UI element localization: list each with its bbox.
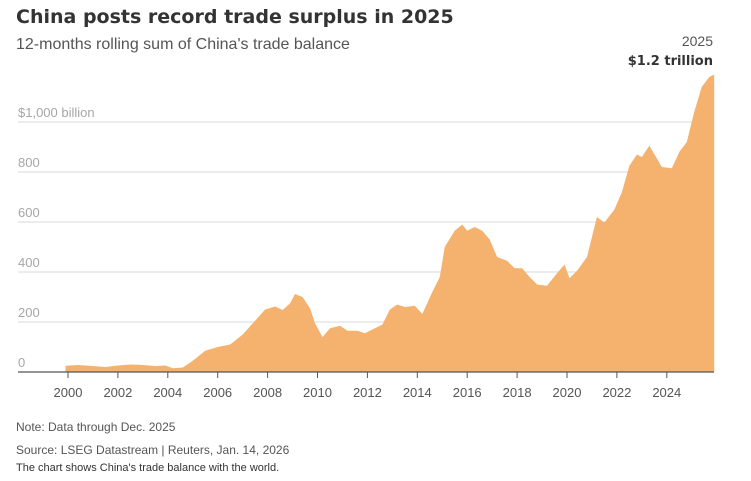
y-tick-label-400: 400: [18, 255, 40, 270]
y-tick-label-800: 800: [18, 155, 40, 170]
chart-subtitle: 12-months rolling sum of China's trade b…: [16, 36, 350, 53]
x-tick-label-2024: 2024: [652, 385, 681, 400]
y-tick-label-0: 0: [18, 355, 25, 370]
x-tick-label-2006: 2006: [203, 385, 232, 400]
x-tick-label-2018: 2018: [503, 385, 532, 400]
x-tick-label-2020: 2020: [553, 385, 582, 400]
chart-area: 0 200 400 600 800 $1,000 billion 2000 2002 2004 2…: [18, 33, 715, 400]
x-tick-label-2002: 2002: [103, 385, 132, 400]
x-tick-label-2014: 2014: [403, 385, 432, 400]
x-tick-label-2012: 2012: [353, 385, 382, 400]
y-tick-label-1000: $1,000 billion: [18, 105, 95, 120]
x-tick-label-2008: 2008: [253, 385, 282, 400]
source-note: Source: LSEG Datastream | Reuters, Jan. …: [16, 443, 290, 457]
annotation-value: $1.2 trillion: [628, 54, 713, 69]
x-tick-label-2016: 2016: [453, 385, 482, 400]
x-tick-label-2022: 2022: [602, 385, 631, 400]
trade-balance-area: [65, 74, 715, 372]
chart-description: The chart shows China's trade balance wi…: [16, 462, 280, 474]
x-tick-label-2000: 2000: [54, 385, 83, 400]
data-note: Note: Data through Dec. 2025: [16, 420, 176, 434]
x-tick-label-2010: 2010: [303, 385, 332, 400]
y-tick-label-600: 600: [18, 205, 40, 220]
x-tick-label-2004: 2004: [153, 385, 182, 400]
annotation-year: 2025: [682, 33, 713, 49]
chart-title: China posts record trade surplus in 2025: [16, 6, 454, 28]
y-tick-label-200: 200: [18, 305, 40, 320]
